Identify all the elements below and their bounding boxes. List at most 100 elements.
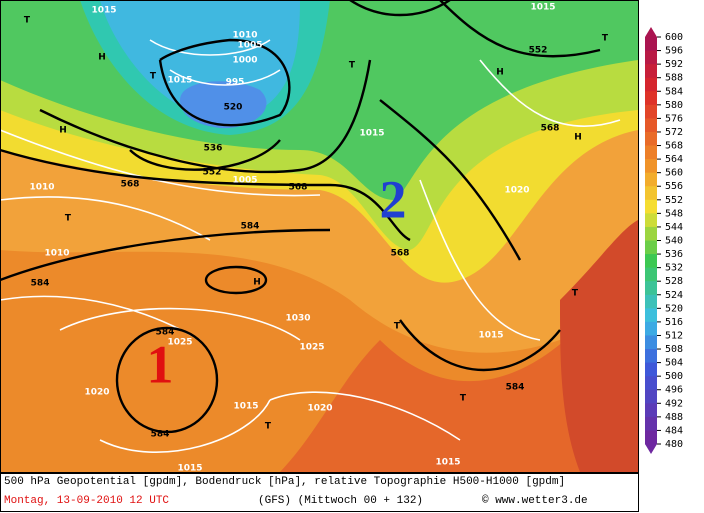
- map-label: T: [65, 214, 72, 224]
- legend-swatch: [645, 321, 657, 336]
- legend-label: 564: [665, 154, 683, 165]
- legend-label: 508: [665, 344, 683, 355]
- marker: 1: [147, 334, 174, 394]
- map-label: 584: [31, 279, 50, 289]
- map-label: 1020: [504, 186, 529, 196]
- legend-swatch: [645, 37, 657, 52]
- legend-swatch: [645, 349, 657, 364]
- map-label: 1005: [237, 41, 262, 51]
- map-label: 1030: [285, 314, 310, 324]
- legend-label: 572: [665, 127, 683, 138]
- legend-label: 592: [665, 59, 683, 70]
- legend-label: 492: [665, 398, 683, 409]
- legend-label: 568: [665, 141, 683, 152]
- legend-label: 504: [665, 358, 683, 369]
- legend-swatch: [645, 389, 657, 404]
- legend-swatch: [645, 159, 657, 174]
- map-label: 1015: [167, 76, 192, 86]
- legend-swatch: [645, 254, 657, 269]
- field-blue: [180, 81, 267, 129]
- legend-swatch: [645, 131, 657, 147]
- legend-swatch: [645, 430, 657, 445]
- legend-swatch: [645, 376, 657, 391]
- legend-swatch: [645, 403, 657, 418]
- geopotential-ring: [204, 265, 268, 295]
- legend-swatch: [645, 64, 657, 79]
- legend-swatch: [645, 294, 657, 309]
- legend-label: 516: [665, 317, 683, 328]
- map-label: 552: [529, 46, 548, 56]
- legend-swatch: [645, 172, 657, 187]
- legend-swatch: [645, 362, 657, 377]
- legend-swatch: [645, 335, 657, 350]
- map-label: 1015: [91, 6, 116, 16]
- legend-label: 480: [665, 439, 683, 450]
- map-label: 1025: [299, 343, 324, 353]
- map-label: 584: [156, 328, 175, 338]
- legend-swatch: [645, 50, 657, 65]
- legend-label: 484: [665, 425, 683, 436]
- legend-swatch: [645, 91, 657, 106]
- map-label: T: [150, 72, 157, 82]
- map-label: 1010: [29, 183, 54, 193]
- legend-swatch: [645, 145, 657, 160]
- legend-label: 532: [665, 263, 683, 274]
- legend-swatch: [645, 281, 657, 296]
- legend-swatch: [645, 199, 657, 214]
- legend-label: 524: [665, 290, 683, 301]
- map-label: 1020: [307, 404, 332, 414]
- field-darkred: [560, 220, 638, 472]
- map-label: 520: [224, 103, 243, 113]
- map-label: T: [460, 394, 467, 404]
- legend-label: 512: [665, 330, 683, 341]
- map-label: 1010: [232, 31, 257, 41]
- map-label: 1010: [44, 249, 69, 259]
- map-label: 995: [226, 78, 245, 88]
- map-label: 568: [121, 180, 140, 190]
- map-label: T: [572, 289, 579, 299]
- map-label: 568: [541, 124, 560, 134]
- map-label: 1015: [233, 402, 258, 412]
- legend-label: 488: [665, 412, 683, 423]
- legend-swatch: [645, 226, 657, 241]
- legend-label: 600: [665, 32, 683, 43]
- legend-swatch: [645, 186, 657, 201]
- footer-date: Montag, 13-09-2010 12 UTC: [4, 495, 169, 507]
- map-label: 568: [289, 183, 308, 193]
- map-label: 1015: [478, 331, 503, 341]
- legend-label: 576: [665, 113, 683, 124]
- legend-label: 556: [665, 181, 683, 192]
- legend-arrow: [645, 444, 657, 454]
- legend-arrow: [645, 27, 657, 37]
- legend-label: 540: [665, 236, 683, 247]
- legend-swatch: [645, 77, 657, 92]
- map-label: 1005: [232, 176, 257, 186]
- legend-label: 528: [665, 276, 683, 287]
- map-label: H: [98, 53, 106, 63]
- footer-box: [0, 473, 639, 512]
- map-label: H: [574, 133, 582, 143]
- map-label: H: [496, 68, 504, 78]
- map-frame: [0, 0, 639, 473]
- geopotential-ring: [115, 326, 219, 434]
- legend-label: 580: [665, 100, 683, 111]
- map-label: 1025: [167, 338, 192, 348]
- legend-swatch: [645, 267, 657, 282]
- footer-description: 500 hPa Geopotential [gpdm], Bodendruck …: [4, 476, 565, 488]
- legend-swatch: [645, 104, 657, 119]
- map-label: H: [253, 278, 261, 288]
- legend-label: 588: [665, 73, 683, 84]
- legend-swatch: [645, 308, 657, 323]
- footer-model: (GFS) (Mittwoch 00 + 132): [258, 495, 423, 507]
- legend-swatch: [645, 240, 657, 255]
- map-label: 1015: [177, 464, 202, 474]
- map-label: 1015: [530, 3, 555, 13]
- map-label: T: [349, 61, 356, 71]
- map-label: 1000: [232, 56, 257, 66]
- legend-label: 500: [665, 371, 683, 382]
- legend-label: 536: [665, 249, 683, 260]
- legend-label: 520: [665, 303, 683, 314]
